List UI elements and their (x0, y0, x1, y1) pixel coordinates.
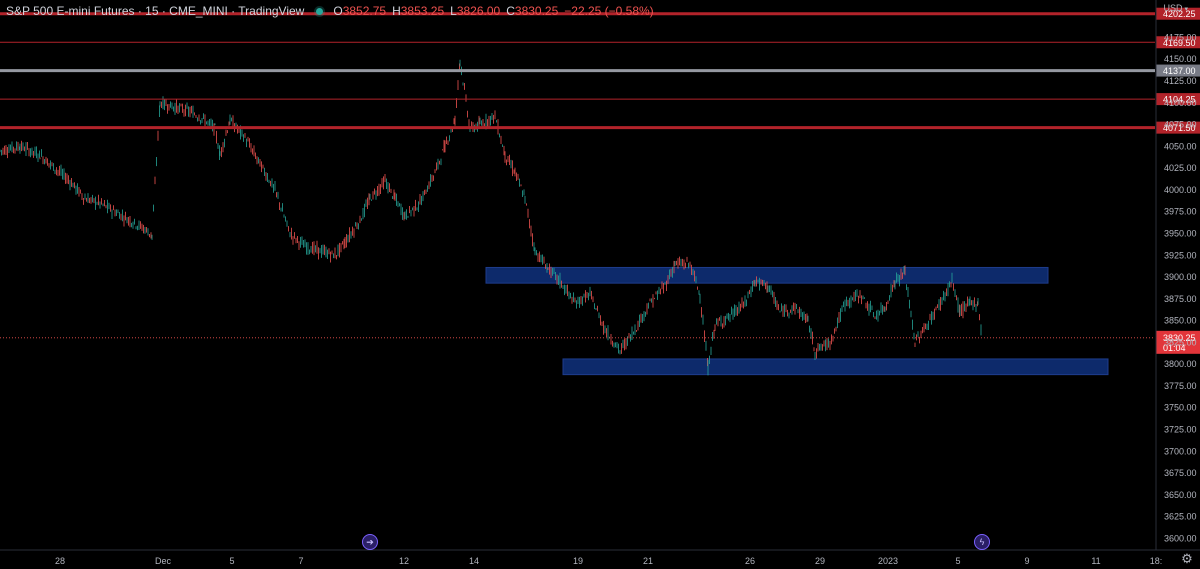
level-price-label: 4169.50 (1163, 38, 1196, 48)
level-price-label-bg (1156, 7, 1200, 20)
price-tick-label: 4100.00 (1164, 98, 1197, 108)
price-tick-label: 4125.00 (1164, 76, 1197, 86)
low-label: L (450, 4, 457, 18)
level-price-label: 4202.25 (1163, 9, 1196, 19)
lightning-icon[interactable]: ϟ (974, 534, 990, 550)
zones (485, 266, 1109, 376)
price-tick-label: 3900.00 (1164, 272, 1197, 282)
time-tick-label: 5 (955, 556, 960, 566)
price-tick-label: 3875.00 (1164, 294, 1197, 304)
price-tick-label: 3750.00 (1164, 403, 1197, 413)
level-price-label-bg (1156, 64, 1200, 77)
time-tick-label: 11 (1091, 556, 1100, 566)
price-tick-label: 3650.00 (1164, 490, 1197, 500)
price-zone (562, 358, 1109, 376)
chart-header: S&P 500 E-mini Futures · 15 · CME_MINI ·… (6, 3, 654, 19)
price-tick-label: 4000.00 (1164, 185, 1197, 195)
symbol-title[interactable]: S&P 500 E-mini Futures · 15 · CME_MINI ·… (6, 4, 305, 18)
price-axis: 3600.00 3625.00 3650.00 3675.00 3700.00 3725.… (1155, 0, 1197, 550)
price-tick-label: 3950.00 (1164, 228, 1197, 238)
time-axis: 28 Dec 5 7 12 14 19 21 26 29 2023 5 9 11 18: (0, 549, 1200, 566)
price-tick-label: 4025.00 (1164, 163, 1197, 173)
price-tick-label: 3725.00 (1164, 425, 1197, 435)
price-tick-label: 3600.00 (1164, 533, 1197, 543)
currency-select[interactable]: USD ▾ (1163, 3, 1188, 13)
candles (0, 59, 982, 376)
price-tick-label: 4050.00 (1164, 141, 1197, 151)
price-tick-label: 4075.00 (1164, 120, 1197, 130)
time-tick-label: 12 (399, 556, 409, 566)
price-tick-label: 4175.00 (1164, 32, 1197, 42)
time-tick-label: 14 (469, 556, 479, 566)
chevron-down-icon: ▾ (1184, 6, 1188, 13)
last-price-countdown: 01:04 (1163, 343, 1186, 353)
level-price-label-bg (1156, 93, 1200, 106)
time-tick-label: 18: (1150, 556, 1163, 566)
price-tick-label: 3700.00 (1164, 446, 1197, 456)
time-tick-label: 26 (745, 556, 755, 566)
price-tick-label: 3625.00 (1164, 512, 1197, 522)
time-tick-label: 2023 (878, 556, 898, 566)
price-zone (485, 266, 1049, 284)
high-label: H (392, 4, 401, 18)
level-price-label-bg (1156, 121, 1200, 134)
time-tick-label: 21 (643, 556, 653, 566)
time-tick-label: 29 (815, 556, 825, 566)
time-tick-label: 5 (229, 556, 234, 566)
time-tick-label: 19 (573, 556, 583, 566)
last-price-label: 3830.25 (1163, 333, 1196, 343)
currency-label: USD (1163, 3, 1183, 13)
level-price-label: 4104.25 (1163, 95, 1196, 105)
time-tick-label: Dec (155, 556, 172, 566)
change-value: −22.25 (−0.58%) (564, 4, 654, 18)
level-price-label-bg (1156, 36, 1200, 49)
price-tick-label: 3850.00 (1164, 316, 1197, 326)
price-tick-label: 3975.00 (1164, 207, 1197, 217)
low-value: 3826.00 (456, 4, 501, 18)
close-label: C (506, 4, 515, 18)
level-price-label: 4137.00 (1163, 66, 1196, 76)
gear-icon[interactable]: ⚙ (1181, 551, 1193, 566)
price-tick-label: 3775.00 (1164, 381, 1197, 391)
price-tick-label: 4150.00 (1164, 54, 1197, 64)
price-tick-label: 3925.00 (1164, 250, 1197, 260)
time-tick-label: 7 (298, 556, 303, 566)
high-value: 3853.25 (400, 4, 445, 18)
live-status-dot (316, 7, 324, 15)
open-value: 3852.75 (342, 4, 387, 18)
time-tick-label: 28 (55, 556, 65, 566)
arrow-circle-icon[interactable]: ➔ (362, 534, 378, 550)
price-tick-label: 3800.00 (1164, 359, 1197, 369)
last-price-label-bg (1156, 330, 1200, 354)
levels: 4202.25 4169.50 4137.00 4104.25 4071.50 3830.… (0, 7, 1200, 354)
price-tick-label: 3675.00 (1164, 468, 1197, 478)
time-tick-label: 9 (1024, 556, 1029, 566)
level-price-label: 4071.50 (1163, 123, 1196, 133)
price-tick-label: 3825.00 (1164, 337, 1197, 347)
open-label: O (333, 4, 343, 18)
close-value: 3830.25 (514, 4, 559, 18)
